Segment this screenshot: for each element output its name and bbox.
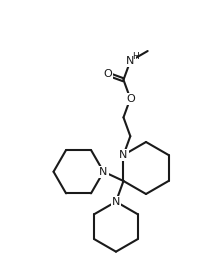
Text: N: N <box>99 167 108 177</box>
Text: N: N <box>112 197 120 207</box>
Text: O: O <box>126 94 135 104</box>
Text: N: N <box>119 150 128 160</box>
Text: H: H <box>132 52 139 60</box>
Text: N: N <box>126 56 135 66</box>
Text: O: O <box>103 69 112 79</box>
